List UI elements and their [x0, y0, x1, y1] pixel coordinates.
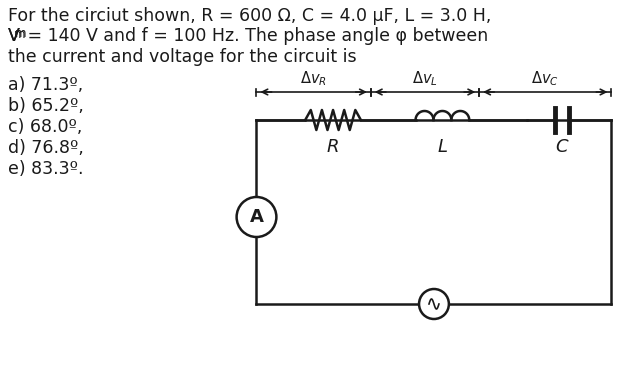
Text: d) 76.8º,: d) 76.8º,	[8, 139, 84, 157]
Text: $\Delta v_R$: $\Delta v_R$	[300, 69, 327, 88]
Text: m: m	[14, 28, 26, 41]
Text: V: V	[8, 27, 20, 45]
Text: $\Delta v_L$: $\Delta v_L$	[412, 69, 438, 88]
Text: b) 65.2º,: b) 65.2º,	[8, 97, 84, 115]
Text: For the circiut shown, R = 600 Ω, C = 4.0 μF, L = 3.0 H,: For the circiut shown, R = 600 Ω, C = 4.…	[8, 7, 492, 25]
Text: e) 83.3º.: e) 83.3º.	[8, 160, 83, 178]
Circle shape	[419, 289, 449, 319]
Circle shape	[236, 197, 277, 237]
Text: R: R	[327, 138, 339, 156]
Text: A: A	[250, 208, 263, 226]
Text: = 140 V and f = 100 Hz. The phase angle φ between: = 140 V and f = 100 Hz. The phase angle …	[22, 27, 488, 45]
Text: m: m	[15, 27, 26, 40]
Text: the current and voltage for the circuit is: the current and voltage for the circuit …	[8, 48, 357, 66]
Text: a) 71.3º,: a) 71.3º,	[8, 76, 83, 94]
Text: C: C	[556, 138, 568, 156]
Text: V: V	[8, 27, 20, 45]
Text: c) 68.0º,: c) 68.0º,	[8, 118, 82, 136]
Text: $\Delta v_C$: $\Delta v_C$	[532, 69, 559, 88]
Text: L: L	[438, 138, 448, 156]
